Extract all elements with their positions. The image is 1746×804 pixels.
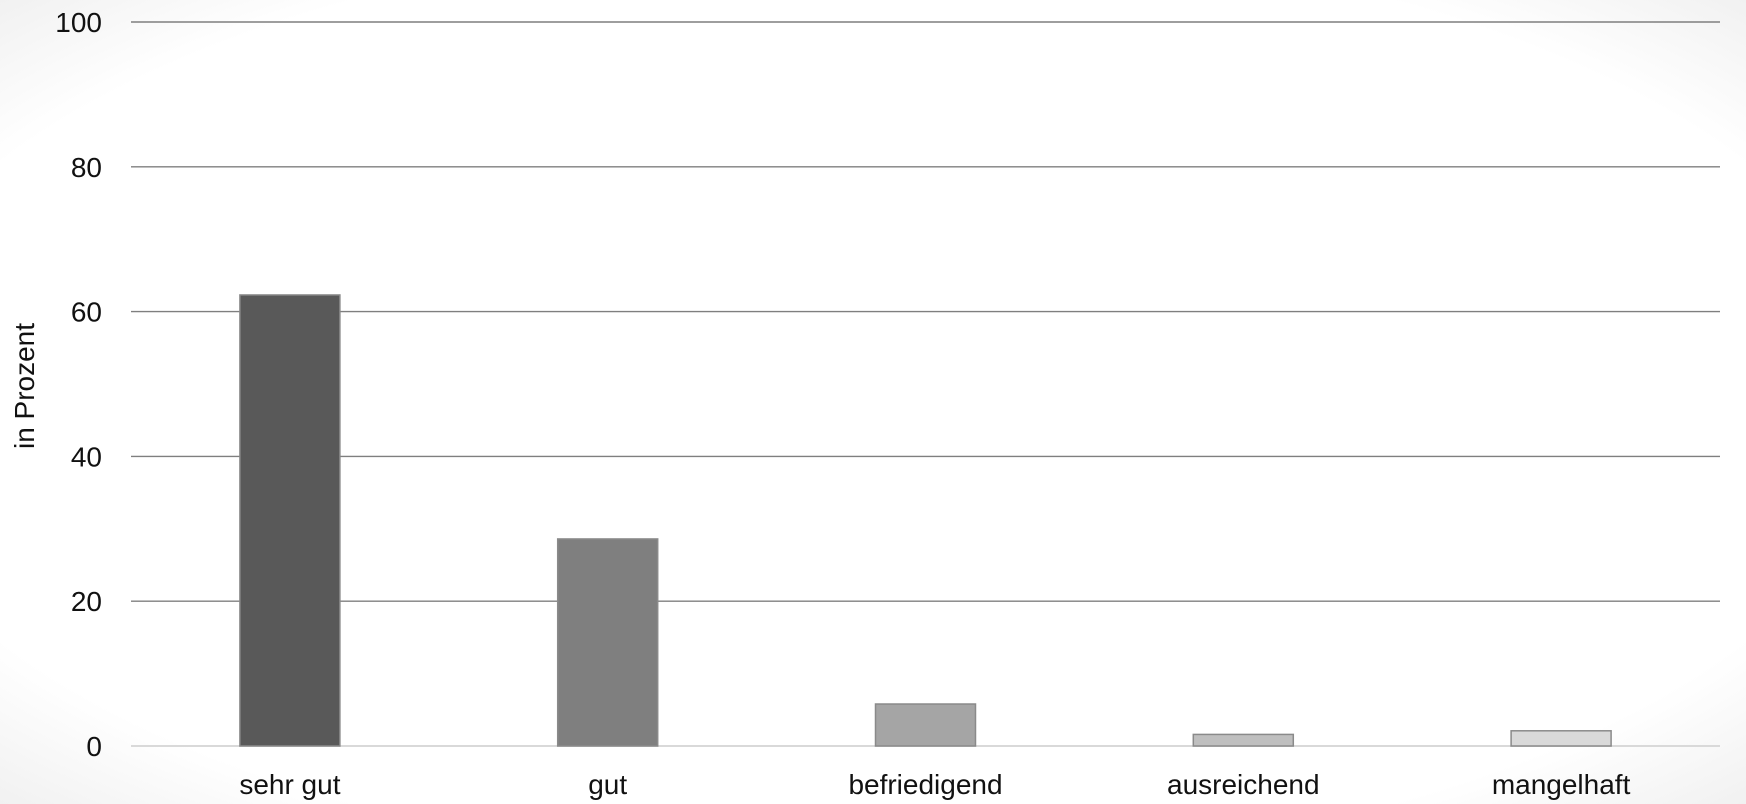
x-tick-label: ausreichend [1167, 769, 1320, 800]
y-tick-label: 40 [71, 441, 102, 472]
x-tick-labels: sehr gut gut befriedigend ausreichend mangel… [239, 769, 1630, 800]
bar-gut [556, 538, 659, 747]
y-tick-label: 100 [55, 7, 102, 38]
bar-mangelhaft [1510, 730, 1612, 747]
y-tick-label: 80 [71, 152, 102, 183]
x-tick-label: befriedigend [848, 769, 1002, 800]
bar-ausreichend [1192, 733, 1295, 747]
bar-befriedigend [874, 703, 977, 747]
bars [239, 294, 1612, 747]
y-tick-label: 20 [71, 586, 102, 617]
y-tick-label: 0 [86, 731, 102, 762]
y-tick-label: 60 [71, 297, 102, 328]
y-tick-labels: 0 20 40 60 80 100 [55, 7, 102, 762]
y-axis-title: in Prozent [9, 323, 40, 449]
gridlines [131, 21, 1720, 747]
x-tick-label: sehr gut [239, 769, 340, 800]
bar-sehr-gut [239, 294, 341, 747]
x-tick-label: gut [588, 769, 627, 800]
x-tick-label: mangelhaft [1492, 769, 1631, 800]
